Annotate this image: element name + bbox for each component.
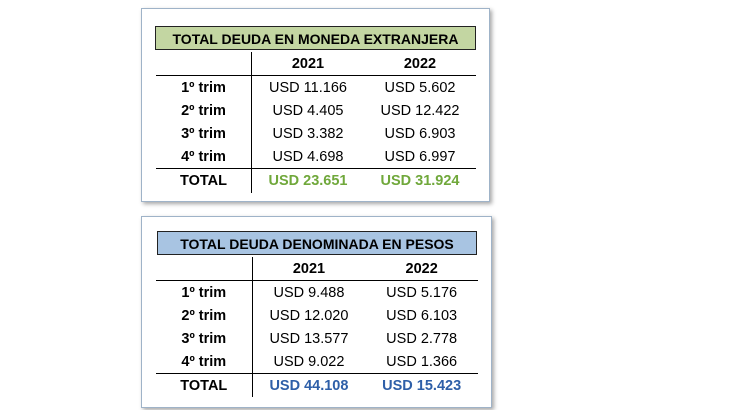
total-label: TOTAL [156,168,252,193]
row-label: 2º trim [156,304,253,327]
row-label: 4º trim [156,145,252,169]
table-row: 1º trim USD 9.488 USD 5.176 [156,280,478,304]
total-2021: USD 23.651 [251,168,364,193]
header-row: 2021 2022 [156,257,478,281]
table-row: 1º trim USD 11.166 USD 5.602 [156,75,476,99]
table-row: 3º trim USD 13.577 USD 2.778 [156,327,478,350]
header-2021: 2021 [251,52,364,76]
total-row: TOTAL USD 44.108 USD 15.423 [156,373,478,397]
table-row: 3º trim USD 3.382 USD 6.903 [156,122,476,145]
total-2022: USD 31.924 [364,168,476,193]
row-label: 3º trim [156,122,252,145]
table-row: 4º trim USD 9.022 USD 1.366 [156,350,478,374]
header-row: 2021 2022 [156,52,476,76]
total-2021: USD 44.108 [252,373,366,397]
cell-2022: USD 6.903 [384,125,456,142]
header-2021: 2021 [252,257,366,281]
table-title: TOTAL DEUDA DENOMINADA EN PESOS [157,231,477,255]
cell-2021: USD 11.166 [269,79,347,96]
cell-2021: USD 4.698 [272,148,344,165]
cell-2022: USD 6.997 [384,148,456,165]
peso-debt-table: 2021 2022 1º trim USD 9.488 USD 5.176 2º… [156,257,478,397]
cell-2021: USD 9.022 [273,353,345,370]
cell-2022: USD 12.422 [380,102,460,119]
cell-2021: USD 4.405 [272,102,344,119]
table-title: TOTAL DEUDA EN MONEDA EXTRANJERA [155,26,476,50]
table-row: 2º trim USD 4.405 USD 12.422 [156,99,476,122]
total-row: TOTAL USD 23.651 USD 31.924 [156,168,476,193]
peso-debt-panel: TOTAL DEUDA DENOMINADA EN PESOS 2021 202… [141,216,492,408]
table-row: 4º trim USD 4.698 USD 6.997 [156,145,476,169]
row-label: 3º trim [156,327,253,350]
header-empty [156,257,253,281]
total-2022: USD 15.423 [365,373,478,397]
cell-2021: USD 9.488 [273,284,345,301]
cell-2022: USD 5.176 [386,284,458,301]
cell-2022: USD 5.602 [384,79,456,96]
cell-2022: USD 1.366 [386,353,458,370]
cell-2021: USD 3.382 [272,125,344,142]
foreign-currency-debt-table: 2021 2022 1º trim USD 11.166 USD 5.602 2… [156,52,476,193]
row-label: 1º trim [156,75,252,99]
foreign-currency-debt-panel: TOTAL DEUDA EN MONEDA EXTRANJERA 2021 20… [141,8,490,202]
total-label: TOTAL [156,373,253,397]
cell-2021: USD 13.577 [269,330,349,347]
header-empty [156,52,252,76]
row-label: 1º trim [156,280,253,304]
table-row: 2º trim USD 12.020 USD 6.103 [156,304,478,327]
header-2022: 2022 [365,257,478,281]
row-label: 4º trim [156,350,253,374]
cell-2021: USD 12.020 [269,307,349,324]
cell-2022: USD 6.103 [386,307,458,324]
row-label: 2º trim [156,99,252,122]
cell-2022: USD 2.778 [386,330,458,347]
header-2022: 2022 [364,52,476,76]
